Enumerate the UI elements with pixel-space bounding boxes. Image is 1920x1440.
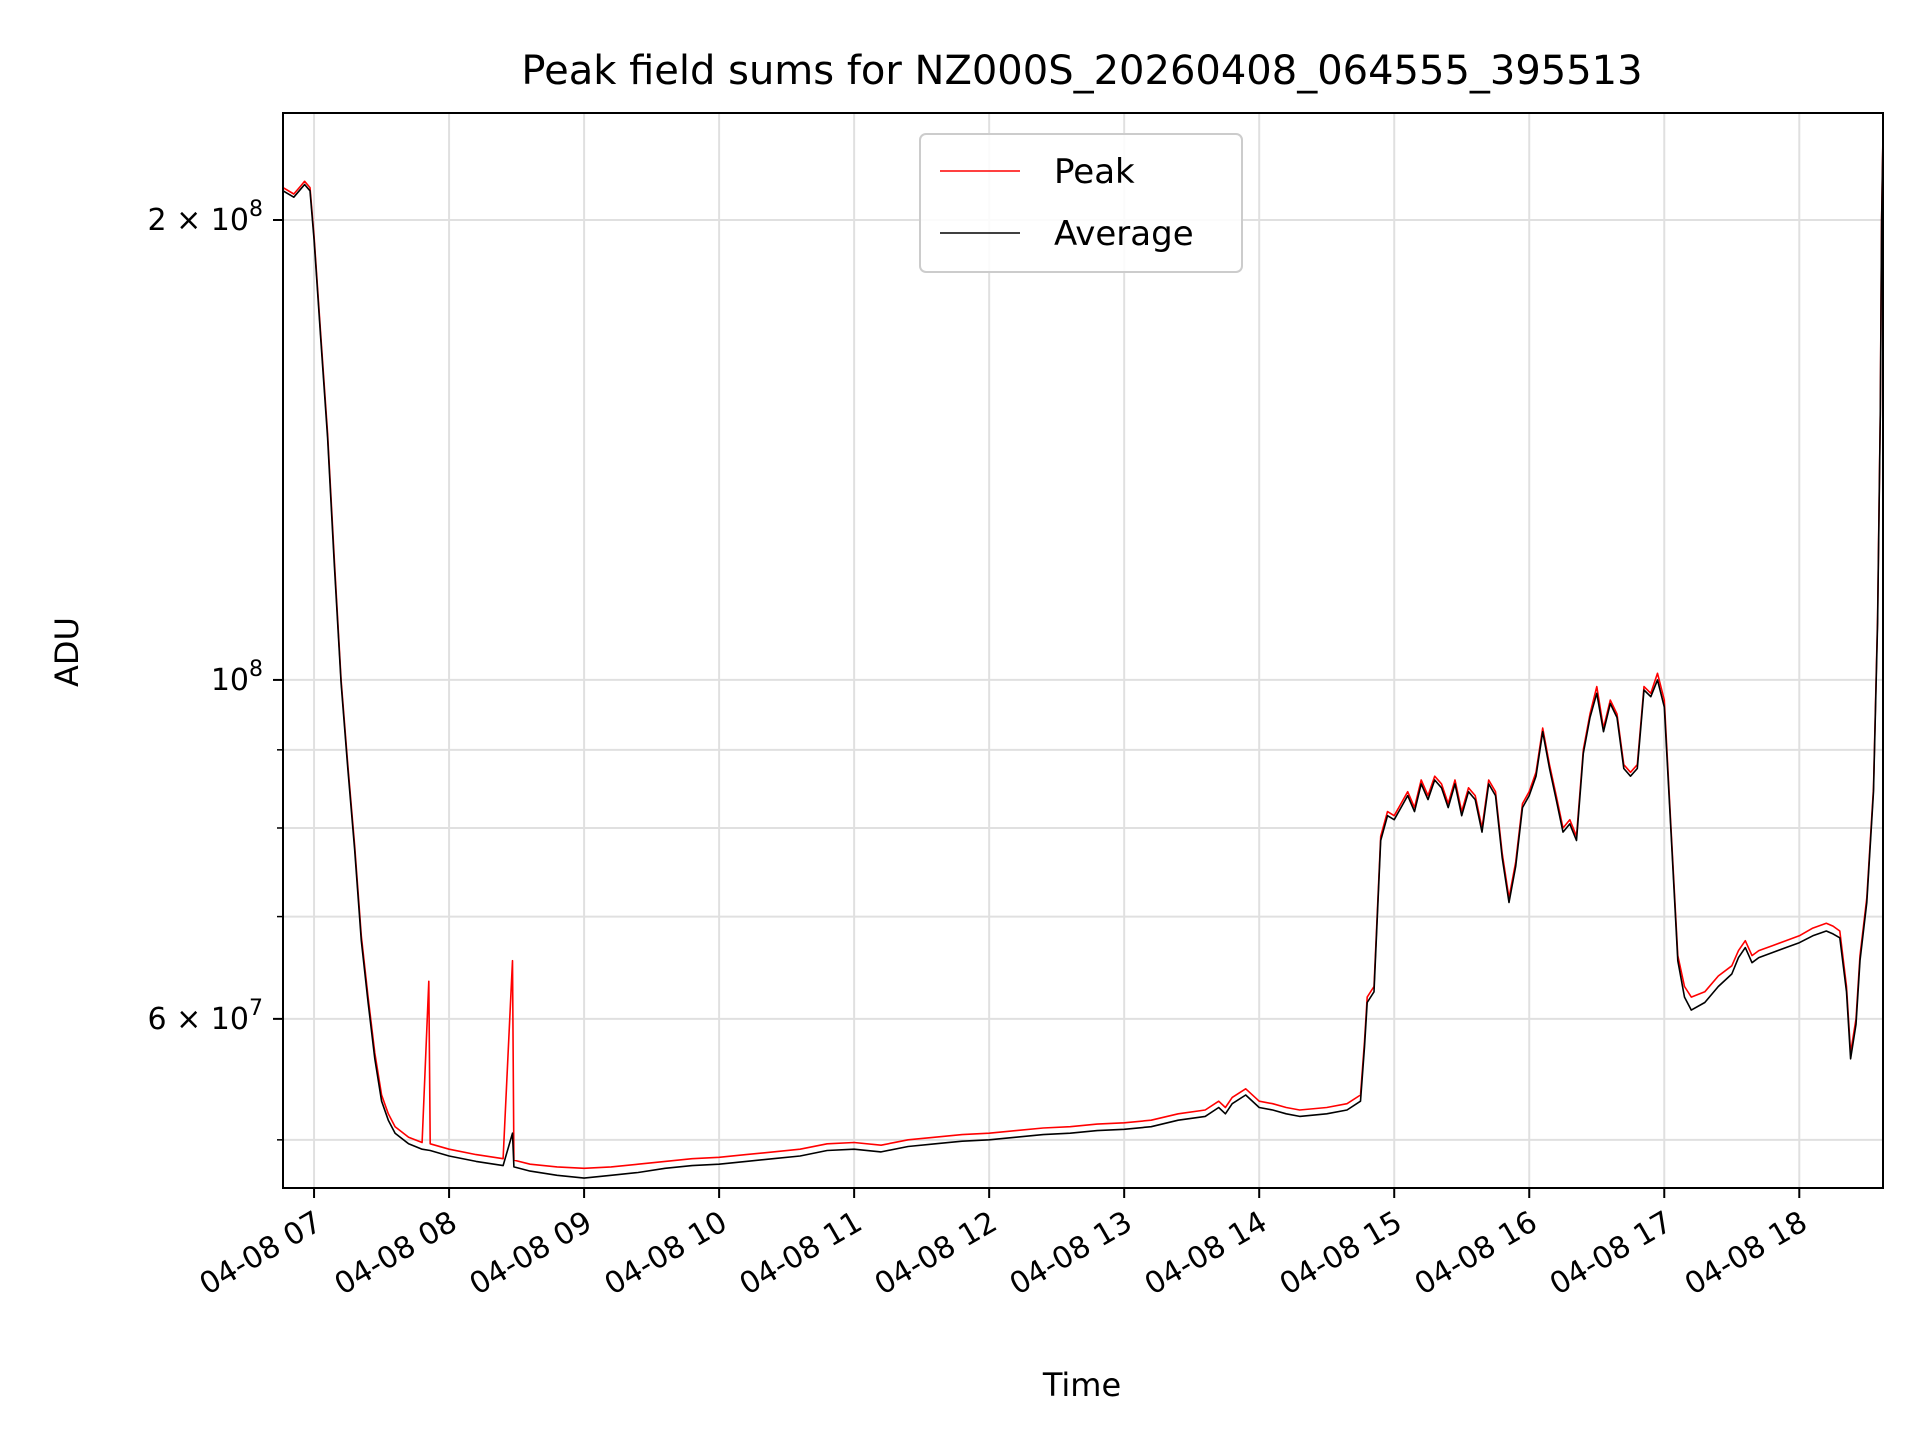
y-tick-label: 6 × 107: [148, 996, 263, 1037]
y-tick-label: 108: [211, 657, 263, 698]
y-axis-label: ADU: [48, 617, 86, 687]
legend-average-label: Average: [1054, 214, 1194, 254]
y-axis: 2 × 108 108 6 × 107: [148, 197, 283, 1141]
x-axis-label: Time: [1042, 1366, 1121, 1404]
peak-series-line: [283, 133, 1883, 1170]
legend-peak-label: Peak: [1054, 152, 1135, 192]
series-layer: [283, 133, 1883, 1179]
y-tick-label: 2 × 108: [148, 197, 263, 238]
grid-lines: [283, 113, 1883, 1188]
legend-box: [919, 133, 1243, 273]
plot-frame: [282, 112, 1884, 1189]
legend: Peak Average: [919, 133, 1243, 273]
average-series-line: [283, 135, 1883, 1179]
chart-title: Peak field sums for NZ000S_20260408_0645…: [521, 48, 1642, 94]
